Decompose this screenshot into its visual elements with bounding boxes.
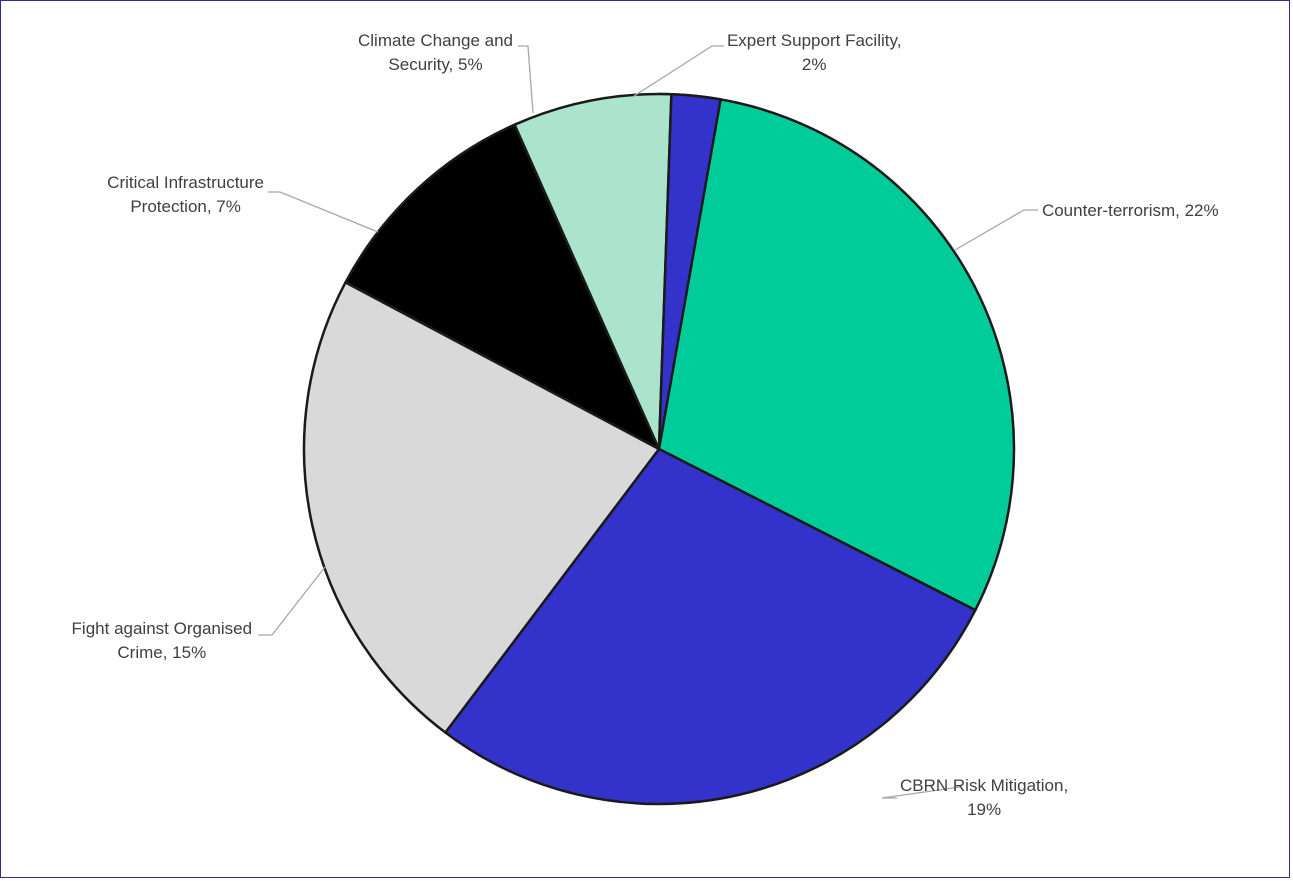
- data-label-line: 19%: [967, 800, 1001, 819]
- pie-slice-counter-terrorism: [657, 92, 1016, 612]
- data-label-cbrn-risk-mitigation: CBRN Risk Mitigation, 19%: [900, 776, 1068, 819]
- data-label-line: Crime, 15%: [117, 643, 206, 662]
- data-label-line: CBRN Risk Mitigation,: [900, 776, 1068, 795]
- data-label-line: Expert Support Facility,: [727, 31, 901, 50]
- pie-slice-critical-infrastructure: [344, 123, 661, 451]
- leader-lines: [258, 45, 1038, 799]
- data-label-climate-change: Climate Change and Security, 5%: [358, 31, 513, 74]
- data-label-line: Critical Infrastructure: [107, 173, 264, 192]
- data-label-counter-terrorism: Counter-terrorism, 22%: [1042, 201, 1219, 220]
- data-label-critical-infrastructure: Critical Infrastructure Protection, 7%: [107, 173, 264, 216]
- pie-slice-cbrn-risk-mitigation: [444, 447, 977, 806]
- leader-line-expert-support-facility: [633, 45, 724, 97]
- pie-slice-expert-support-facility: [657, 92, 722, 451]
- data-label-line: Fight against Organised: [72, 619, 253, 638]
- data-label-line: 2%: [802, 55, 827, 74]
- data-label-organised-crime: Fight against Organised Crime, 15%: [72, 619, 253, 662]
- data-label-line: Protection, 7%: [130, 197, 241, 216]
- data-label-expert-support-facility: Expert Support Facility, 2%: [727, 31, 901, 74]
- pie-slice-climate-change: [513, 92, 673, 451]
- data-labels: Counter-terrorism, 22% CBRN Risk Mitigati…: [72, 31, 1219, 819]
- pie-slice-organised-crime: [302, 281, 661, 734]
- leader-line-cbrn-risk-mitigation: [881, 786, 961, 799]
- data-label-line: Security, 5%: [388, 55, 482, 74]
- leader-line-critical-infrastructure: [268, 191, 379, 233]
- data-label-line: Climate Change and: [358, 31, 513, 50]
- leader-line-counter-terrorism: [954, 209, 1038, 251]
- leader-line-climate-change: [518, 45, 534, 114]
- leader-line-organised-crime: [258, 566, 326, 636]
- data-label-line: Counter-terrorism, 22%: [1042, 201, 1219, 220]
- pie-slices: [302, 92, 1016, 806]
